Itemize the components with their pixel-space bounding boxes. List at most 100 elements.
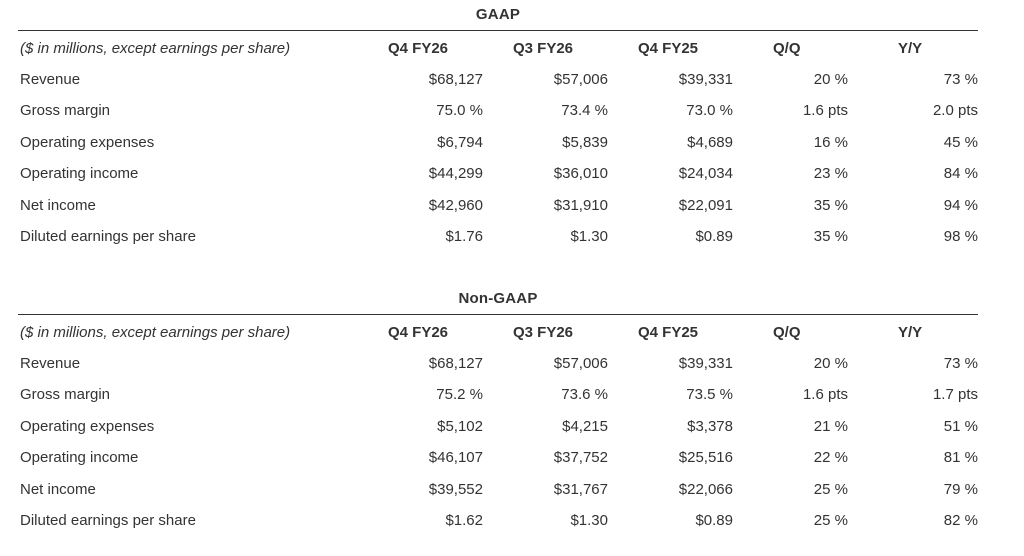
value-cell: 45 % [943, 133, 978, 151]
value-cell: $4,689 [687, 133, 733, 151]
value-cell: 75.0 % [436, 102, 483, 119]
value-cell: 82 % [943, 512, 978, 529]
value-cell: 21 % [813, 417, 848, 435]
value-cell: 25 % [813, 480, 848, 498]
value-cell: $24,034 [678, 165, 733, 182]
table-row: Operating income $46,107 $37,752 $25,516… [18, 443, 978, 475]
value-cell: $39,331 [678, 354, 733, 372]
value-cell: 35 % [813, 228, 848, 245]
row-label: Operating income [20, 449, 139, 466]
row-label: Gross margin [20, 102, 111, 119]
row-label: Diluted earnings per share [20, 228, 196, 245]
value-cell: $37,752 [553, 449, 608, 466]
value-cell: $44,299 [428, 165, 483, 182]
table-row: Operating expenses $6,794 $5,839 $4,689 … [18, 127, 978, 159]
value-cell: 81 % [943, 449, 978, 466]
value-cell: 16 % [813, 133, 848, 151]
value-cell: 25 % [813, 512, 848, 529]
value-cell: 73.5 % [686, 386, 733, 403]
non-gaap-section: Non-GAAP ($ in millions, except earnings… [18, 290, 978, 537]
value-cell: $31,767 [553, 480, 608, 498]
gaap-column-header-q3fy26: Q3 FY26 [513, 40, 574, 57]
gaap-table-title: GAAP [18, 6, 978, 31]
value-cell: $0.89 [695, 512, 733, 529]
value-cell: $3,378 [687, 417, 733, 435]
value-cell: $5,102 [437, 417, 483, 435]
table-row: Gross margin 75.0 % 73.4 % 73.0 % 1.6 pt… [18, 96, 978, 128]
row-label: Net income [20, 480, 96, 498]
value-cell: $4,215 [562, 417, 608, 435]
table-row: Operating income $44,299 $36,010 $24,034… [18, 159, 978, 191]
gaap-column-header-q4fy25: Q4 FY25 [638, 40, 699, 57]
value-cell: $1.62 [445, 512, 483, 529]
value-cell: 73.6 % [561, 386, 608, 403]
value-cell: $6,794 [437, 133, 483, 151]
table-row: Net income $42,960 $31,910 $22,091 35 % … [18, 190, 978, 222]
value-cell: $36,010 [553, 165, 608, 182]
row-label: Operating income [20, 165, 139, 182]
value-cell: 51 % [943, 417, 978, 435]
value-cell: $22,066 [678, 480, 733, 498]
value-cell: 1.6 pts [802, 386, 848, 403]
value-cell: $22,091 [678, 196, 733, 214]
value-cell: 94 % [943, 196, 978, 214]
table-row: Diluted earnings per share $1.76 $1.30 $… [18, 222, 978, 254]
value-cell: $46,107 [428, 449, 483, 466]
value-cell: 73.0 % [686, 102, 733, 119]
value-cell: $25,516 [678, 449, 733, 466]
gaap-header-row: ($ in millions, except earnings per shar… [18, 31, 978, 64]
value-cell: $1.76 [445, 228, 483, 245]
non-gaap-header-row: ($ in millions, except earnings per shar… [18, 315, 978, 348]
value-cell: 23 % [813, 165, 848, 182]
value-cell: $1.30 [570, 228, 608, 245]
value-cell: $68,127 [428, 70, 483, 88]
value-cell: $39,331 [678, 70, 733, 88]
value-cell: 2.0 pts [932, 102, 978, 119]
non-gaap-unit-note: ($ in millions, except earnings per shar… [20, 324, 291, 341]
gaap-column-header-q4fy26: Q4 FY26 [388, 40, 449, 57]
value-cell: 79 % [943, 480, 978, 498]
value-cell: $1.30 [570, 512, 608, 529]
gaap-column-header-qq: Q/Q [773, 40, 801, 57]
row-label: Revenue [20, 70, 81, 88]
value-cell: 98 % [943, 228, 978, 245]
value-cell: 1.7 pts [932, 386, 978, 403]
value-cell: $57,006 [553, 70, 608, 88]
row-label: Operating expenses [20, 133, 155, 151]
value-cell: $42,960 [428, 196, 483, 214]
table-row: Operating expenses $5,102 $4,215 $3,378 … [18, 411, 978, 443]
value-cell: 84 % [943, 165, 978, 182]
row-label: Operating expenses [20, 417, 155, 435]
non-gaap-column-header-qq: Q/Q [773, 324, 801, 341]
table-row: Revenue $68,127 $57,006 $39,331 20 % 73 … [18, 64, 978, 96]
value-cell: 73 % [943, 70, 978, 88]
non-gaap-table-title: Non-GAAP [18, 290, 978, 315]
value-cell: 1.6 pts [802, 102, 848, 119]
value-cell: $39,552 [428, 480, 483, 498]
value-cell: $68,127 [428, 354, 483, 372]
value-cell: 75.2 % [436, 386, 483, 403]
row-label: Revenue [20, 354, 81, 372]
row-label: Diluted earnings per share [20, 512, 196, 529]
gaap-section: GAAP ($ in millions, except earnings per… [18, 6, 978, 253]
gaap-unit-note: ($ in millions, except earnings per shar… [20, 40, 291, 57]
non-gaap-column-header-q3fy26: Q3 FY26 [513, 324, 574, 341]
table-row: Net income $39,552 $31,767 $22,066 25 % … [18, 474, 978, 506]
value-cell: 22 % [813, 449, 848, 466]
value-cell: 73 % [943, 354, 978, 372]
non-gaap-table: ($ in millions, except earnings per shar… [18, 315, 978, 537]
value-cell: $5,839 [562, 133, 608, 151]
value-cell: $31,910 [553, 196, 608, 214]
non-gaap-column-header-q4fy26: Q4 FY26 [388, 324, 449, 341]
value-cell: 35 % [813, 196, 848, 214]
gaap-table: ($ in millions, except earnings per shar… [18, 31, 978, 253]
row-label: Gross margin [20, 386, 111, 403]
table-row: Revenue $68,127 $57,006 $39,331 20 % 73 … [18, 348, 978, 380]
value-cell: 20 % [813, 354, 848, 372]
value-cell: $0.89 [695, 228, 733, 245]
value-cell: 73.4 % [561, 102, 608, 119]
gaap-column-header-yy: Y/Y [898, 40, 923, 57]
table-row: Gross margin 75.2 % 73.6 % 73.5 % 1.6 pt… [18, 380, 978, 412]
value-cell: 20 % [813, 70, 848, 88]
